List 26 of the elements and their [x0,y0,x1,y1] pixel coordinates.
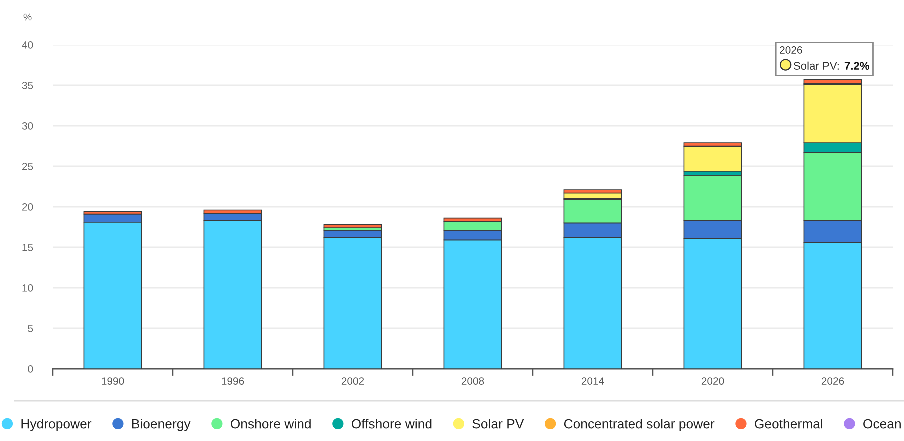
legend-label: Ocean [864,419,901,429]
x-tick-label: 2008 [462,378,484,385]
legend-label: Solar PV [472,419,524,429]
y-tick-label: 5 [28,325,34,332]
y-tick-label: 40 [22,42,34,49]
y-tick-label: 0 [28,366,34,373]
y-tick-label: 10 [22,284,34,292]
x-tick-label: 1990 [102,378,124,385]
y-tick-label: 15 [22,244,34,252]
x-tick-label: 2002 [342,378,364,385]
legend-label: Concentrated solar power [564,419,715,432]
x-tick-label: 2026 [822,378,844,385]
x-tick-label: 2020 [702,378,724,385]
annotation: 2026 Solar PV: 7.2% [780,46,870,70]
x-tick-label: 1996 [222,378,244,385]
y-tick-label: 25 [22,163,34,170]
y-tick-label: 30 [22,122,34,130]
y-tick-label: 35 [22,82,34,90]
legend-label: Onshore wind [230,419,311,429]
legend-label: Offshore wind [352,419,432,429]
legend-label: Bioenergy [132,419,191,432]
y-tick-label: 20 [22,204,34,211]
y-axis-title: % [24,14,32,21]
x-tick-label: 2014 [582,378,604,385]
legend-label: Hydropower [22,419,92,432]
legend-label: Geothermal [755,419,822,429]
